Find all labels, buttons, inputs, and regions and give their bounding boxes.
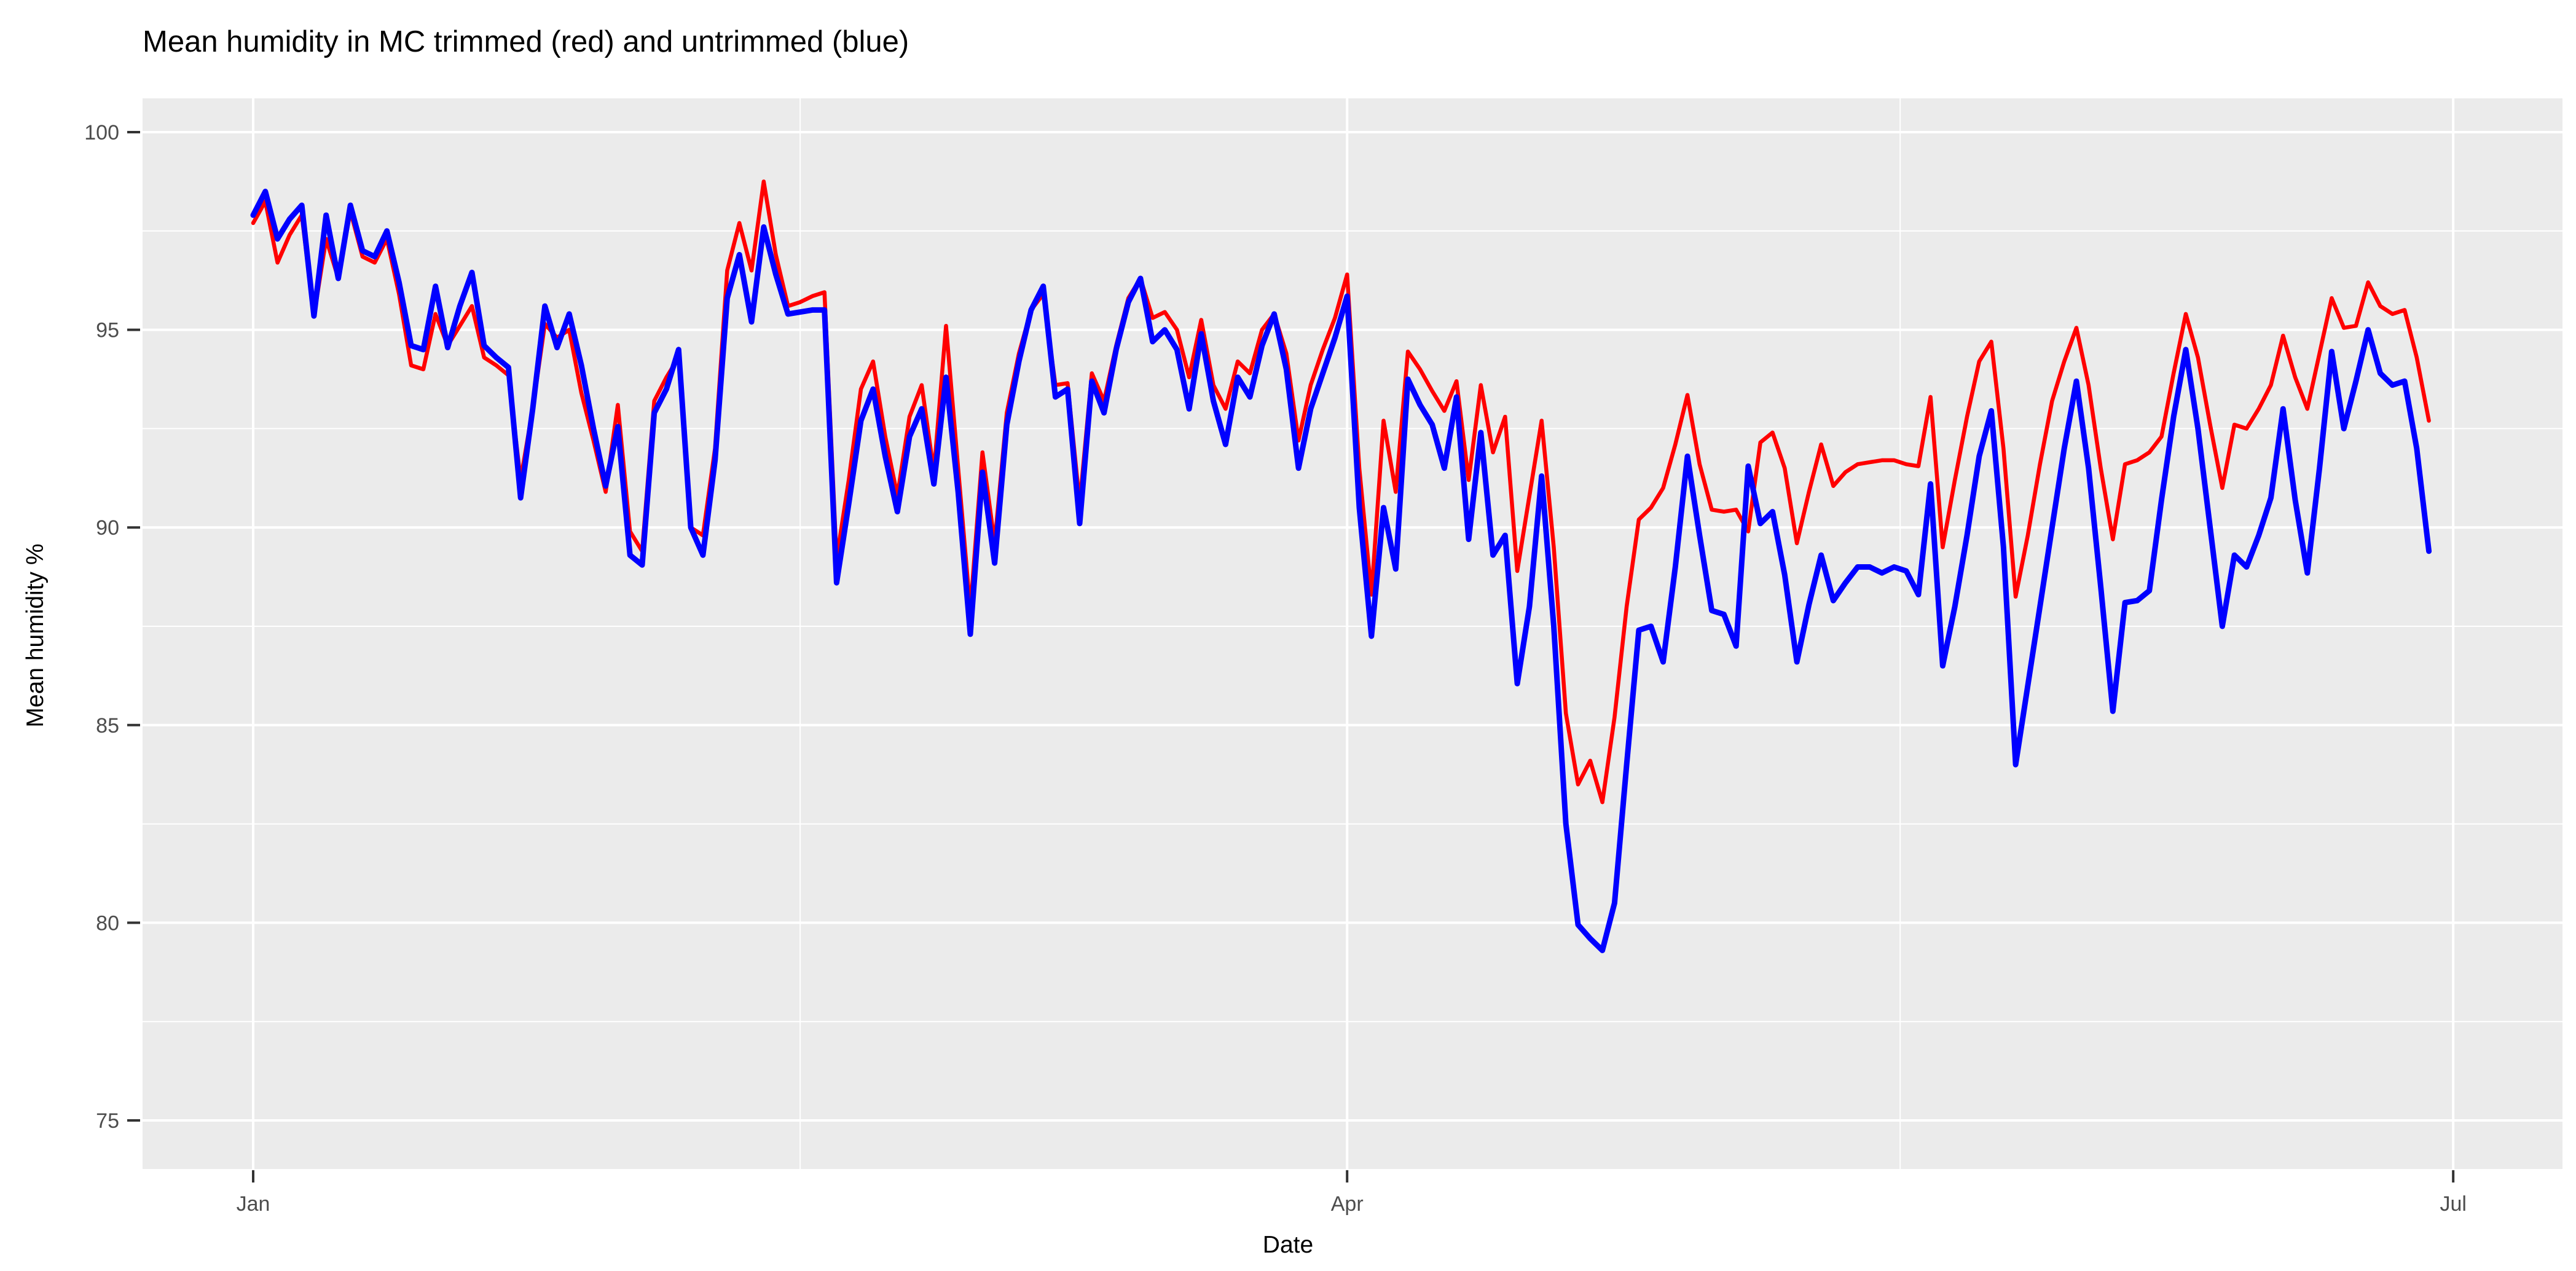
- y-tick-label: 100: [84, 121, 119, 144]
- y-tick-label: 80: [96, 911, 119, 935]
- x-tick-label: Apr: [1331, 1192, 1364, 1216]
- y-tick-label: 85: [96, 714, 119, 738]
- series-line-untrimmed: [250, 189, 2432, 953]
- y-axis-title-text: Mean humidity %: [22, 543, 49, 728]
- series-line-trimmed: [251, 179, 2431, 805]
- chart-title: Mean humidity in MC trimmed (red) and un…: [143, 25, 909, 58]
- y-tick-label: 90: [96, 516, 119, 540]
- x-tick-label: Jul: [2440, 1192, 2466, 1216]
- plot-panel: [143, 98, 2562, 1169]
- y-tick-label: 95: [96, 319, 119, 342]
- x-tick-label: Jan: [237, 1192, 270, 1216]
- x-axis-title: Date: [1262, 1232, 1314, 1258]
- y-tick-label: 75: [96, 1109, 119, 1133]
